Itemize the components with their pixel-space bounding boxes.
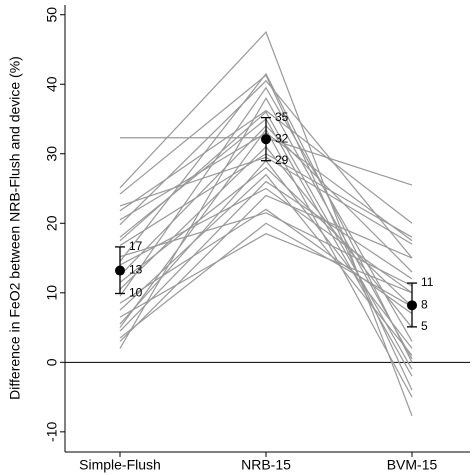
x-tick-label: Simple-Flush — [79, 457, 161, 473]
y-tick-label: -10 — [44, 422, 60, 442]
upper-label: 35 — [275, 110, 289, 124]
subject-line — [119, 128, 413, 398]
x-tick-label: BVM-15 — [387, 457, 438, 473]
subject-line — [119, 111, 413, 370]
mean-marker — [261, 134, 271, 145]
mean-label: 32 — [275, 131, 289, 145]
lower-label: 5 — [421, 319, 428, 333]
subject-line — [119, 180, 413, 332]
subject-line — [119, 31, 413, 417]
x-tick-label: NRB-15 — [241, 457, 291, 473]
mean-marker — [407, 300, 417, 311]
subject-line — [119, 86, 413, 342]
subject-line — [119, 96, 413, 360]
mean-label: 8 — [421, 297, 428, 311]
subject-line — [119, 72, 413, 363]
upper-label: 11 — [421, 275, 434, 289]
lower-label: 10 — [129, 286, 143, 300]
subject-line — [119, 79, 413, 259]
y-tick-label: 40 — [44, 76, 60, 92]
y-tick-label: 50 — [44, 7, 60, 23]
subject-line — [119, 222, 413, 339]
upper-label: 17 — [129, 239, 143, 253]
lower-label: 29 — [275, 153, 289, 167]
mean-marker — [115, 265, 125, 276]
subject-line — [119, 166, 413, 308]
mean-label: 13 — [129, 263, 143, 277]
y-tick-label: 10 — [44, 285, 60, 301]
y-tick-label: 0 — [44, 358, 60, 366]
y-axis-label: Difference in FeO2 between NRB-Flush and… — [7, 56, 23, 400]
subject-line — [119, 194, 413, 342]
y-tick-label: 20 — [44, 215, 60, 231]
y-tick-label: 30 — [44, 146, 60, 162]
